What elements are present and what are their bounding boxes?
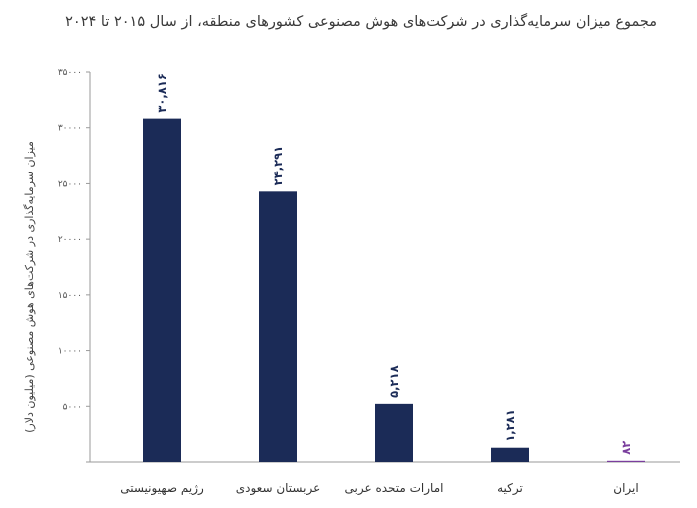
data-label: ۸۲ (619, 441, 633, 455)
bar-1 (259, 191, 297, 462)
y-tick-label: ۲۵۰۰۰ (58, 179, 82, 189)
y-tick-label: ۳۵۰۰۰ (58, 68, 82, 78)
y-axis-label-group: میزان سرمایه‌گذاری در شرکت‌های هوش مصنوع… (23, 141, 36, 433)
x-tick-label: امارات متحده عربی (345, 481, 444, 496)
data-label: ۵,۲۱۸ (387, 365, 401, 397)
y-tick-label: ۱۰۰۰۰ (58, 347, 82, 357)
bar-3 (491, 447, 529, 462)
bar-4 (607, 460, 645, 462)
chart-title-text: مجموع میزان سرمایه‌گذاری در شرکت‌های هوش… (65, 14, 657, 30)
y-tick-label: ۵۰۰۰ (63, 402, 82, 412)
x-tick-label: عربستان سعودی (236, 481, 321, 496)
x-tick-label: رژیم صهیونیستی (120, 481, 204, 496)
data-labels: ۳۰,۸۱۶ ۲۴,۲۹۱ ۵,۲۱۸ ۱,۲۸۱ ۸۲ (155, 73, 633, 455)
bar-2 (375, 403, 413, 462)
y-axis-label: میزان سرمایه‌گذاری در شرکت‌های هوش مصنوع… (23, 141, 36, 433)
y-tick-label: ۳۰۰۰۰ (58, 124, 82, 134)
bars-group (143, 118, 645, 463)
x-axis-labels: رژیم صهیونیستی عربستان سعودی امارات متحده … (120, 481, 639, 496)
data-label: ۱,۲۸۱ (503, 409, 517, 441)
y-tick-label: ۱۵۰۰۰ (58, 291, 82, 301)
data-label: ۲۴,۲۹۱ (271, 146, 285, 185)
bar-0 (143, 118, 181, 463)
x-tick-label: ایران (613, 481, 638, 496)
chart-title: مجموع میزان سرمایه‌گذاری در شرکت‌های هوش… (20, 14, 657, 30)
y-axis-ticks: ۵۰۰۰ ۱۰۰۰۰ ۱۵۰۰۰ ۲۰۰۰۰ ۲۵۰۰۰ ۳۰۰۰۰ ۳۵۰۰۰ (58, 68, 90, 463)
data-label: ۳۰,۸۱۶ (155, 73, 169, 112)
x-tick-label: ترکیه (497, 481, 523, 496)
y-tick-label: ۲۰۰۰۰ (58, 235, 82, 245)
